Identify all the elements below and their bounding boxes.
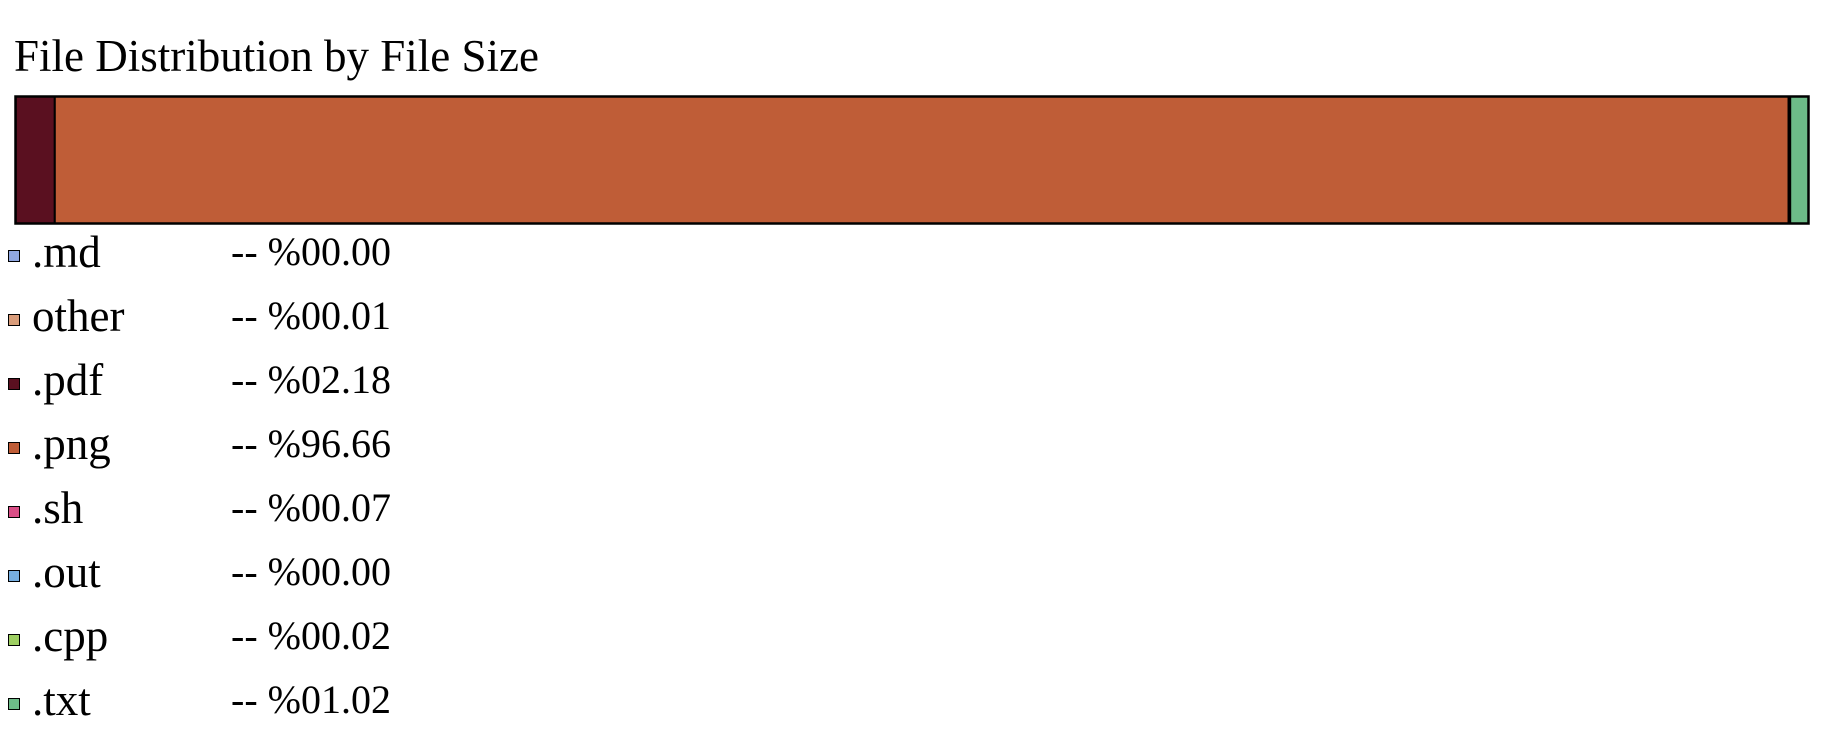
bar-segment-txt: [1789, 95, 1810, 225]
legend-label: .md: [32, 227, 101, 277]
legend-swatch: [8, 634, 20, 646]
legend-swatch: [8, 250, 20, 262]
legend-label: .png: [32, 419, 111, 469]
legend-value: -- %01.02: [231, 677, 391, 722]
legend: .md -- %00.00 other -- %00.01 .pdf -- %02.18.…: [8, 226, 708, 738]
chart-title: File Distribution by File Size: [14, 31, 539, 81]
legend-item-pdf: .pdf -- %02.18: [8, 354, 708, 418]
legend-item-sh: .sh -- %00.07: [8, 482, 708, 546]
legend-item-txt: .txt -- %01.02: [8, 674, 708, 738]
legend-swatch: [8, 442, 20, 454]
legend-label: .sh: [32, 483, 84, 533]
legend-label: .cpp: [32, 611, 109, 661]
bar-frame: [14, 95, 1810, 225]
legend-swatch: [8, 698, 20, 710]
legend-swatch: [8, 314, 20, 326]
legend-label: .out: [32, 547, 101, 597]
legend-item-cpp: .cpp -- %00.02: [8, 610, 708, 674]
legend-label: .txt: [32, 675, 91, 725]
bar-segment-png: [53, 95, 1790, 225]
legend-value: -- %96.66: [231, 421, 391, 466]
bar-segment-pdf: [14, 95, 56, 225]
legend-swatch: [8, 506, 20, 518]
legend-label: other: [32, 291, 125, 341]
legend-swatch: [8, 570, 20, 582]
legend-value: -- %00.00: [231, 229, 391, 274]
stacked-bar: [14, 95, 1810, 225]
legend-item-png: .png -- %96.66: [8, 418, 708, 482]
legend-item-out: .out -- %00.00: [8, 546, 708, 610]
legend-value: -- %00.01: [231, 293, 391, 338]
legend-value: -- %02.18: [231, 357, 391, 402]
legend-value: -- %00.00: [231, 549, 391, 594]
legend-item-md: .md -- %00.00: [8, 226, 708, 290]
legend-label: .pdf: [32, 355, 104, 405]
stacked-bar-svg: [14, 95, 1810, 225]
legend-swatch: [8, 378, 20, 390]
legend-item-other: other -- %00.01: [8, 290, 708, 354]
legend-value: -- %00.07: [231, 485, 391, 530]
legend-value: -- %00.02: [231, 613, 391, 658]
